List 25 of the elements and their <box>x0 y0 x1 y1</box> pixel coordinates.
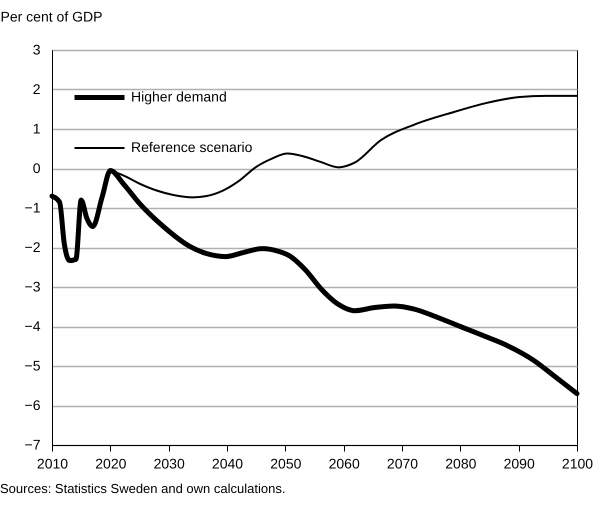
x-tick-label: 2030 <box>154 456 185 472</box>
x-tick-label: 2050 <box>270 456 302 472</box>
legend-label: Higher demand <box>131 88 227 104</box>
x-tick-label: 2080 <box>445 456 477 472</box>
y-tick-label: 1 <box>32 120 41 136</box>
x-tick-label: 2020 <box>95 456 127 472</box>
y-tick-label: 0 <box>32 160 41 176</box>
y-tick-label: −1 <box>24 200 41 216</box>
source-note: Sources: Statistics Sweden and own calculations. <box>0 481 286 496</box>
y-tick-label: −7 <box>24 436 41 452</box>
y-tick-label: −2 <box>24 239 41 255</box>
y-tick-label: −3 <box>24 278 41 294</box>
x-tick-label: 2090 <box>504 456 535 472</box>
y-axis-title: Per cent of GDP <box>0 8 102 24</box>
y-tick-label: −4 <box>24 318 41 334</box>
legend-label: Reference scenario <box>131 139 253 155</box>
y-tick-label: 3 <box>32 42 41 58</box>
y-tick-label: 2 <box>32 81 41 97</box>
x-tick-label: 2040 <box>212 456 244 472</box>
y-tick-label: −6 <box>24 397 41 413</box>
x-tick-label: 2060 <box>328 456 360 472</box>
x-tick-label: 2100 <box>562 456 594 472</box>
x-tick-label: 2070 <box>386 456 418 472</box>
x-tick-label: 2010 <box>36 456 68 472</box>
y-tick-label: −5 <box>24 358 41 374</box>
